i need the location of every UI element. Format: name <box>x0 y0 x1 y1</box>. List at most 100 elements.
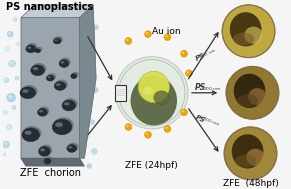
Ellipse shape <box>230 12 261 46</box>
Circle shape <box>116 57 188 129</box>
Ellipse shape <box>24 131 32 135</box>
Circle shape <box>6 48 7 49</box>
Circle shape <box>222 5 275 58</box>
Circle shape <box>10 61 12 64</box>
Circle shape <box>126 39 128 41</box>
Circle shape <box>181 50 187 57</box>
Ellipse shape <box>53 117 74 134</box>
Circle shape <box>125 124 132 130</box>
Circle shape <box>8 95 11 98</box>
Ellipse shape <box>63 98 78 110</box>
Circle shape <box>16 77 17 78</box>
Text: PS: PS <box>195 115 207 124</box>
Ellipse shape <box>27 46 31 49</box>
Circle shape <box>8 125 9 127</box>
Circle shape <box>182 110 184 112</box>
Circle shape <box>86 39 90 43</box>
Circle shape <box>13 106 14 108</box>
Circle shape <box>5 79 6 80</box>
Ellipse shape <box>35 49 40 53</box>
Circle shape <box>92 87 98 93</box>
Circle shape <box>7 93 16 102</box>
Ellipse shape <box>234 74 265 108</box>
Ellipse shape <box>72 72 79 78</box>
Ellipse shape <box>64 102 70 105</box>
Circle shape <box>86 135 89 139</box>
Ellipse shape <box>67 145 77 152</box>
Text: $_{200\ nm}$: $_{200\ nm}$ <box>203 86 221 94</box>
Ellipse shape <box>33 67 38 70</box>
Circle shape <box>17 43 19 45</box>
Ellipse shape <box>36 47 42 52</box>
Ellipse shape <box>54 82 66 90</box>
Circle shape <box>15 76 19 80</box>
Circle shape <box>4 78 9 83</box>
Ellipse shape <box>55 80 68 89</box>
Ellipse shape <box>248 88 267 105</box>
Circle shape <box>3 153 4 154</box>
Ellipse shape <box>54 39 58 41</box>
Ellipse shape <box>62 100 76 111</box>
Ellipse shape <box>232 134 263 169</box>
Ellipse shape <box>38 108 47 116</box>
Circle shape <box>126 125 128 127</box>
Circle shape <box>4 143 6 145</box>
Circle shape <box>165 127 168 129</box>
Circle shape <box>145 31 151 38</box>
Circle shape <box>3 110 7 114</box>
Ellipse shape <box>38 146 50 156</box>
Ellipse shape <box>237 94 258 107</box>
Circle shape <box>164 125 171 132</box>
Ellipse shape <box>68 146 72 149</box>
Ellipse shape <box>38 106 49 115</box>
Circle shape <box>181 109 187 116</box>
Ellipse shape <box>59 60 69 67</box>
Text: $_{50\ nm}$: $_{50\ nm}$ <box>201 47 218 60</box>
Ellipse shape <box>54 36 63 43</box>
Ellipse shape <box>21 85 38 98</box>
Circle shape <box>182 52 184 54</box>
Circle shape <box>87 164 92 169</box>
Circle shape <box>9 60 16 67</box>
Ellipse shape <box>32 63 46 75</box>
Ellipse shape <box>71 74 77 79</box>
Circle shape <box>7 125 12 129</box>
Text: Au ion: Au ion <box>152 27 180 36</box>
Circle shape <box>90 120 95 125</box>
Ellipse shape <box>20 87 36 99</box>
Circle shape <box>226 66 279 119</box>
Ellipse shape <box>31 65 45 76</box>
Circle shape <box>187 71 189 73</box>
Circle shape <box>7 31 13 37</box>
Circle shape <box>86 104 90 108</box>
Circle shape <box>17 43 18 44</box>
Ellipse shape <box>40 149 45 151</box>
Circle shape <box>4 111 6 112</box>
Circle shape <box>91 149 97 154</box>
Polygon shape <box>21 5 93 18</box>
Ellipse shape <box>60 58 71 66</box>
Ellipse shape <box>53 38 61 44</box>
Circle shape <box>5 47 9 51</box>
Ellipse shape <box>68 143 79 151</box>
Circle shape <box>138 71 169 103</box>
FancyBboxPatch shape <box>115 85 127 101</box>
Ellipse shape <box>46 75 54 81</box>
Circle shape <box>14 18 15 20</box>
Circle shape <box>125 38 132 44</box>
Text: PS nanoplastics: PS nanoplastics <box>6 2 93 12</box>
Circle shape <box>13 18 17 22</box>
Circle shape <box>165 35 168 37</box>
Polygon shape <box>21 158 84 166</box>
Circle shape <box>3 153 6 156</box>
Ellipse shape <box>131 76 177 125</box>
Ellipse shape <box>47 73 56 80</box>
Circle shape <box>145 131 151 138</box>
Ellipse shape <box>52 119 72 135</box>
Ellipse shape <box>244 27 263 44</box>
Ellipse shape <box>55 122 63 127</box>
Text: ZFE  chorion: ZFE chorion <box>20 168 81 178</box>
Ellipse shape <box>56 83 61 86</box>
Text: PS: PS <box>195 52 207 61</box>
Ellipse shape <box>39 110 43 112</box>
